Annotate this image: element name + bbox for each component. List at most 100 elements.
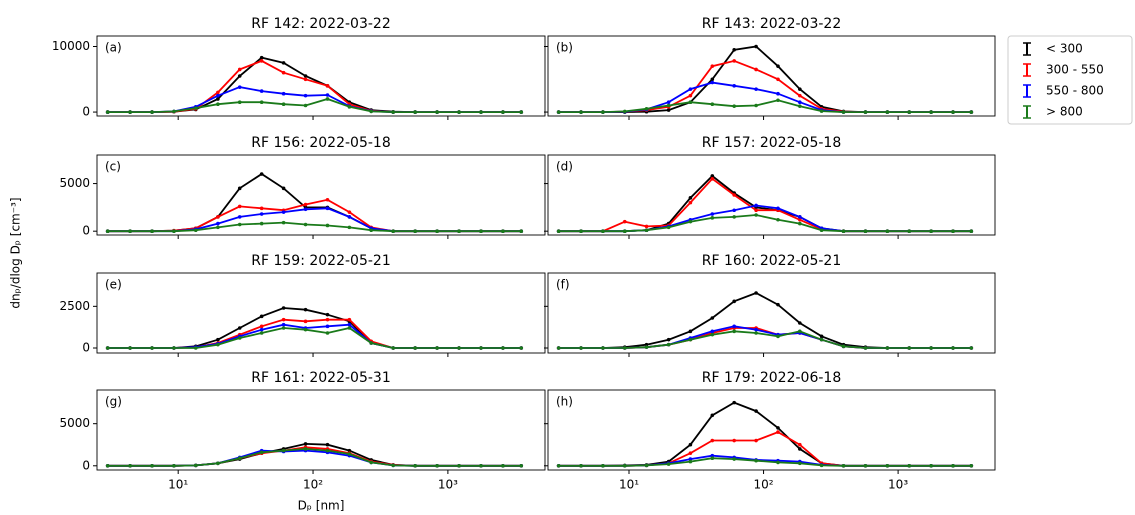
data-point <box>579 463 583 468</box>
panel-label: (a) <box>105 41 122 55</box>
data-point <box>325 312 330 317</box>
plot-frame <box>547 389 996 471</box>
y-tick-label: 10000 <box>52 39 90 53</box>
data-point <box>237 215 242 219</box>
data-point <box>710 329 715 334</box>
panel-title: RF 179: 2022-06-18 <box>702 370 841 386</box>
series-line <box>558 81 972 113</box>
data-point <box>798 100 802 105</box>
data-point <box>732 208 736 213</box>
data-point <box>303 207 308 212</box>
data-point <box>819 228 824 233</box>
data-point <box>776 64 780 68</box>
data-point <box>710 413 715 418</box>
data-point <box>798 321 802 325</box>
data-point <box>688 457 693 461</box>
data-point <box>347 317 352 322</box>
data-point <box>776 430 780 434</box>
data-point <box>601 463 605 468</box>
data-point <box>369 341 374 345</box>
data-point <box>929 110 933 114</box>
data-point <box>259 314 264 319</box>
data-point <box>259 221 264 226</box>
data-point <box>501 110 505 114</box>
series-line <box>107 86 522 113</box>
data-point <box>128 346 132 350</box>
panel-title: RF 143: 2022-03-22 <box>702 16 841 32</box>
x-tick-label: 10¹ <box>619 478 639 492</box>
data-point <box>951 110 955 114</box>
data-point <box>281 306 286 310</box>
data-point <box>776 91 780 96</box>
data-point <box>798 104 802 108</box>
data-point <box>303 447 308 451</box>
series-line <box>107 323 522 349</box>
plot-frame <box>547 272 996 354</box>
data-point <box>929 346 933 350</box>
y-tick-label: 0 <box>82 105 90 119</box>
data-point <box>951 229 955 233</box>
data-point <box>688 337 693 342</box>
data-point <box>776 460 780 465</box>
series-line <box>558 99 972 113</box>
data-point <box>172 109 176 114</box>
data-point <box>216 342 220 347</box>
y-tick-label: 5000 <box>59 176 90 190</box>
data-point <box>969 110 974 114</box>
legend-label: > 800 <box>1046 105 1083 119</box>
data-point <box>710 102 715 106</box>
data-point <box>237 326 242 330</box>
data-point <box>732 329 736 334</box>
data-point <box>819 337 824 342</box>
data-point <box>216 90 220 95</box>
data-point <box>754 213 758 217</box>
data-point <box>819 334 824 339</box>
data-point <box>819 109 824 113</box>
data-point <box>710 174 715 178</box>
data-point <box>732 438 736 443</box>
data-point <box>579 346 583 350</box>
data-point <box>457 346 461 350</box>
data-point <box>369 109 374 114</box>
data-point <box>601 229 605 233</box>
series-line <box>558 330 972 349</box>
data-point <box>303 307 308 312</box>
series-line <box>107 98 522 113</box>
data-point <box>601 110 605 114</box>
data-point <box>556 110 561 114</box>
data-point <box>969 463 974 468</box>
data-point <box>841 110 846 114</box>
panel-title: RF 160: 2022-05-21 <box>702 253 841 269</box>
series-line <box>558 401 972 467</box>
data-point <box>688 196 693 200</box>
data-point <box>863 229 868 233</box>
data-point <box>519 110 524 114</box>
data-point <box>303 442 308 446</box>
panel-label: (g) <box>105 395 122 409</box>
data-point <box>193 463 198 468</box>
data-point <box>347 225 352 230</box>
data-point <box>281 220 286 225</box>
data-point <box>754 103 758 108</box>
data-point <box>259 55 264 60</box>
data-point <box>688 100 693 105</box>
data-point <box>172 463 176 468</box>
series-line <box>558 45 972 113</box>
data-point <box>819 463 824 468</box>
data-point <box>457 229 461 233</box>
data-point <box>519 346 524 350</box>
data-point <box>732 299 736 304</box>
data-point <box>732 193 736 197</box>
data-point <box>969 229 974 233</box>
data-point <box>303 202 308 207</box>
data-point <box>666 225 671 230</box>
data-point <box>710 316 715 320</box>
data-point <box>479 229 483 233</box>
data-point <box>347 448 352 453</box>
y-axis-label: dnₚ/dlog Dₚ [cm⁻³] <box>9 197 23 308</box>
data-point <box>303 319 308 324</box>
data-point <box>281 102 286 106</box>
data-point <box>259 450 264 455</box>
data-point <box>391 229 395 233</box>
data-point <box>688 87 693 91</box>
